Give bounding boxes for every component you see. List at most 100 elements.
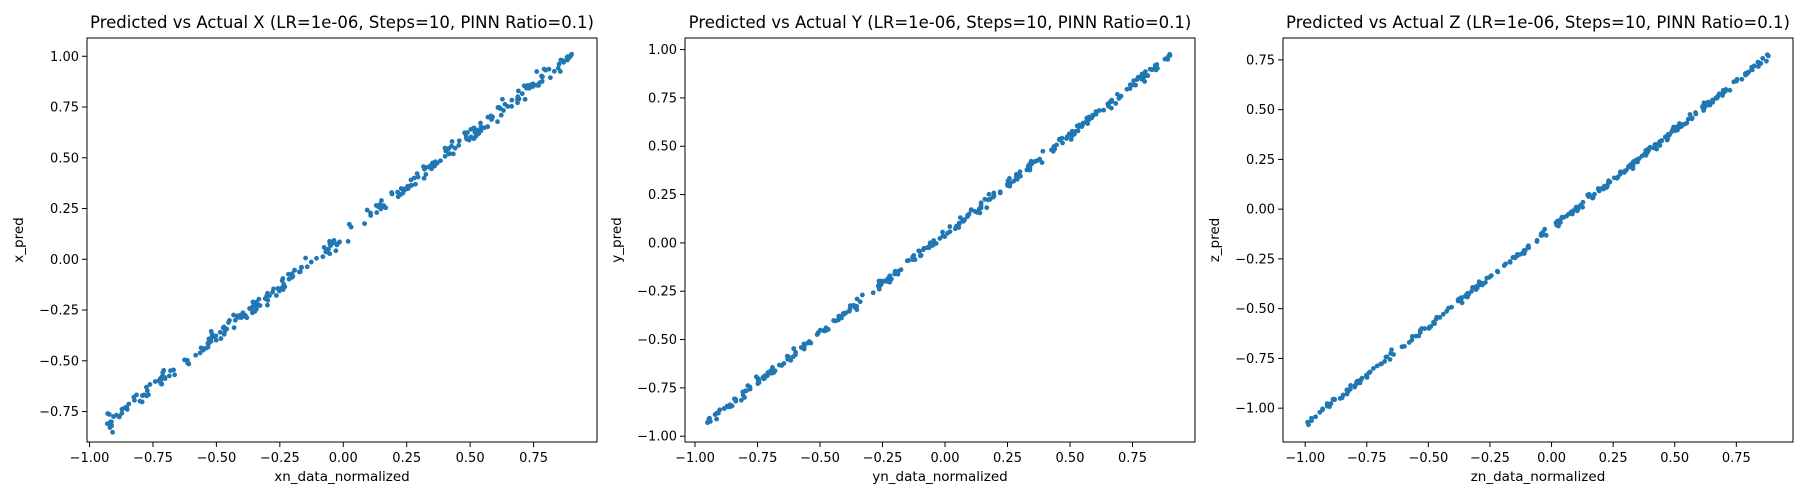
- x-tick-label: −0.50: [1408, 451, 1448, 466]
- data-point: [558, 57, 564, 63]
- data-point: [1079, 123, 1085, 128]
- data-point: [304, 264, 310, 270]
- data-point: [1399, 344, 1405, 350]
- data-point: [1477, 282, 1483, 288]
- data-point: [1145, 73, 1151, 79]
- data-point: [1085, 121, 1091, 126]
- data-point: [374, 210, 380, 215]
- data-point: [208, 338, 214, 344]
- x-tick-label: −0.50: [196, 451, 236, 466]
- x-tick-label: 0.75: [1118, 451, 1147, 466]
- data-point: [515, 100, 520, 106]
- data-point: [1764, 58, 1769, 64]
- data-point: [411, 175, 417, 181]
- data-point: [837, 314, 842, 320]
- data-point: [1760, 55, 1766, 61]
- data-point: [1074, 123, 1080, 129]
- data-point: [1340, 392, 1346, 398]
- data-point: [921, 245, 927, 251]
- data-point: [793, 349, 798, 355]
- data-point: [205, 344, 211, 350]
- data-point: [1127, 86, 1133, 91]
- data-point: [957, 215, 963, 221]
- data-point: [1387, 357, 1393, 362]
- data-point: [1139, 76, 1144, 82]
- data-point: [727, 402, 733, 408]
- data-point: [551, 68, 557, 74]
- data-point: [262, 296, 268, 301]
- data-point: [122, 405, 128, 411]
- data-point: [328, 243, 334, 248]
- y-axis-label: z_pred: [1207, 218, 1223, 263]
- x-tick-label: 0.50: [1660, 451, 1689, 466]
- y-tick-label: 0.00: [1246, 203, 1275, 218]
- data-point: [1643, 150, 1649, 156]
- chart-panel-3: −1.00 −0.75 −0.50 −0.25 0.00 0.25 0.50 0.75 −1.0…: [1207, 13, 1794, 485]
- data-point: [144, 384, 149, 390]
- data-point: [438, 158, 443, 164]
- y-tick-label: −1.00: [1235, 402, 1275, 417]
- data-point: [1630, 166, 1636, 172]
- data-point: [1039, 160, 1045, 165]
- data-point: [884, 279, 890, 284]
- data-point: [569, 51, 575, 57]
- data-point: [1073, 128, 1079, 134]
- data-point: [1382, 359, 1388, 364]
- data-point: [1586, 194, 1592, 199]
- data-point: [274, 293, 279, 298]
- data-point: [1437, 314, 1443, 320]
- axes-frame: [86, 37, 598, 443]
- data-point: [784, 353, 790, 359]
- data-point: [790, 354, 796, 360]
- data-point: [1474, 285, 1480, 291]
- data-point: [421, 175, 427, 181]
- chart-panel-1: −1.00 −0.75 −0.50 −0.25 0.00 0.25 0.50 0.75 −0.7…: [11, 13, 598, 485]
- data-point: [1313, 414, 1318, 420]
- y-tick-label: 1.00: [50, 50, 79, 65]
- data-point: [814, 332, 820, 337]
- y-tick-label: −0.75: [1235, 352, 1275, 367]
- data-point: [1004, 181, 1010, 187]
- data-point: [471, 125, 477, 131]
- data-point: [1469, 288, 1474, 294]
- data-point: [1510, 255, 1516, 260]
- data-point: [496, 104, 502, 110]
- data-point: [1734, 76, 1740, 82]
- data-point: [1101, 107, 1106, 113]
- data-point: [756, 380, 762, 385]
- data-point: [1559, 214, 1565, 220]
- data-point: [738, 397, 744, 403]
- data-point: [379, 198, 384, 203]
- data-point: [345, 239, 351, 244]
- data-point: [1534, 239, 1540, 245]
- data-point: [172, 372, 178, 378]
- data-point: [753, 374, 759, 380]
- data-point: [1131, 78, 1137, 84]
- data-point: [1017, 173, 1023, 179]
- data-point: [791, 346, 797, 352]
- data-point: [1646, 147, 1652, 153]
- data-point: [747, 386, 753, 392]
- data-point: [854, 307, 860, 313]
- data-point: [256, 296, 262, 302]
- data-point: [253, 306, 259, 312]
- data-point: [134, 392, 139, 398]
- data-point: [781, 361, 787, 366]
- data-point: [333, 248, 339, 254]
- data-point: [413, 181, 418, 187]
- data-point: [404, 186, 410, 192]
- data-point: [1049, 147, 1054, 153]
- x-tick-label: 0.00: [1537, 451, 1566, 466]
- y-tick-label: 0.25: [648, 188, 677, 203]
- data-point: [987, 196, 993, 202]
- y-tick-label: −0.25: [637, 285, 677, 300]
- data-point: [381, 203, 387, 208]
- x-tick-label: −0.75: [738, 451, 778, 466]
- data-point: [1635, 159, 1640, 165]
- data-point: [271, 286, 276, 292]
- data-point: [1149, 67, 1155, 73]
- y-tick-label: −0.50: [1235, 302, 1275, 317]
- data-point: [182, 357, 188, 363]
- data-point: [1657, 142, 1663, 148]
